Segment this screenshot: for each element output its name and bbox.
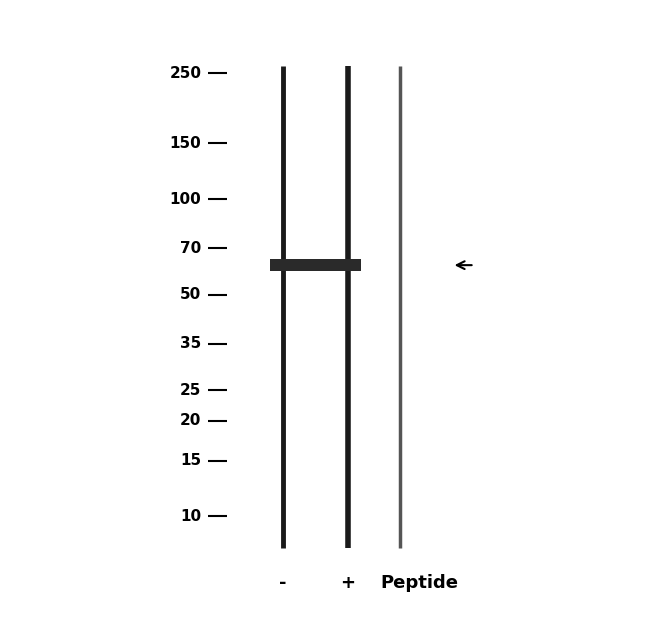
Text: -: - xyxy=(279,574,287,592)
Text: 100: 100 xyxy=(170,192,202,207)
Text: 250: 250 xyxy=(170,66,202,81)
Text: 10: 10 xyxy=(181,509,202,524)
Text: 50: 50 xyxy=(180,287,202,302)
Text: 25: 25 xyxy=(180,382,202,398)
Text: 20: 20 xyxy=(180,413,202,428)
Text: +: + xyxy=(340,574,356,592)
Text: Peptide: Peptide xyxy=(380,574,458,592)
Text: 35: 35 xyxy=(180,336,202,352)
Text: 150: 150 xyxy=(170,136,202,151)
Bar xyxy=(270,260,361,271)
Text: 15: 15 xyxy=(181,453,202,468)
Text: 70: 70 xyxy=(180,241,202,256)
